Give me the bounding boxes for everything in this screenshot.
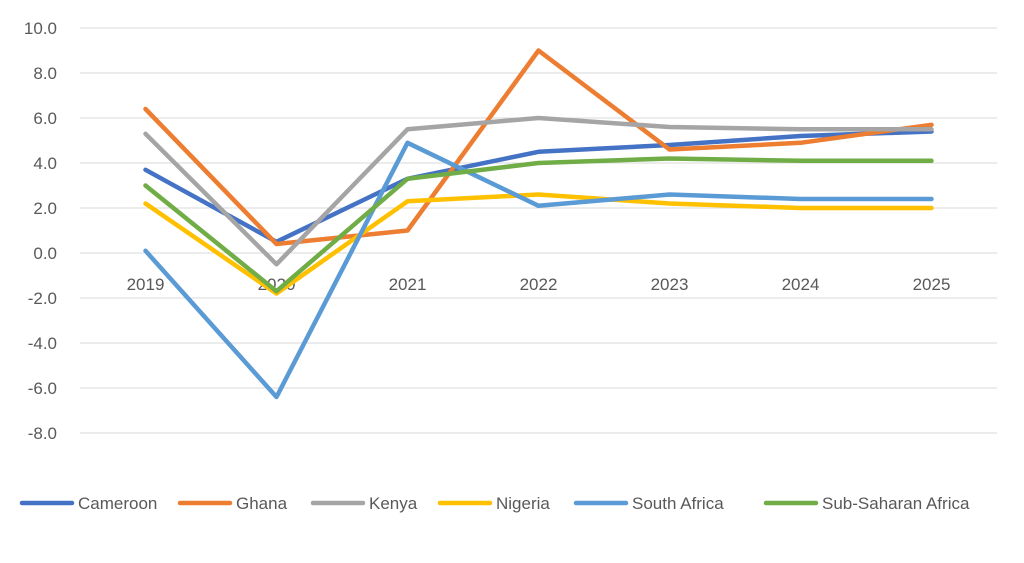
x-tick-label: 2024 <box>782 275 820 294</box>
series-line-sub-saharan-africa <box>143 156 934 294</box>
series-lines <box>143 48 934 400</box>
x-tick-label: 2019 <box>127 275 165 294</box>
legend-label-nigeria: Nigeria <box>496 494 550 513</box>
gridlines <box>80 27 997 434</box>
y-tick-label: 10.0 <box>24 19 57 38</box>
legend-label-south-africa: South Africa <box>632 494 724 513</box>
y-tick-label: 6.0 <box>33 109 57 128</box>
y-tick-label: 0.0 <box>33 244 57 263</box>
legend-label-ghana: Ghana <box>236 494 288 513</box>
x-tick-label: 2021 <box>389 275 427 294</box>
x-tick-label: 2022 <box>520 275 558 294</box>
series-line-ghana <box>143 48 934 247</box>
y-tick-label: -6.0 <box>28 379 57 398</box>
legend-label-cameroon: Cameroon <box>78 494 157 513</box>
y-tick-label: 8.0 <box>33 64 57 83</box>
series-line-kenya <box>143 115 934 267</box>
legend: Cameroon Ghana Kenya Nigeria South Africa Sub… <box>19 494 970 513</box>
y-tick-label: 4.0 <box>33 154 57 173</box>
x-tick-label: 2025 <box>913 275 951 294</box>
y-tick-label: -2.0 <box>28 289 57 308</box>
series-line-cameroon <box>143 129 934 245</box>
y-axis-tick-labels: 10.0 8.0 6.0 4.0 2.0 0.0 -2.0 -4.0 -6.0 -8.0 <box>24 19 57 443</box>
x-tick-label: 2023 <box>651 275 689 294</box>
y-tick-label: -4.0 <box>28 334 57 353</box>
series-line-south-africa <box>143 140 934 400</box>
legend-label-sub-saharan-africa: Sub-Saharan Africa <box>822 494 970 513</box>
series-line-nigeria <box>143 192 934 296</box>
y-tick-label: -8.0 <box>28 424 57 443</box>
y-tick-label: 2.0 <box>33 199 57 218</box>
legend-label-kenya: Kenya <box>369 494 418 513</box>
